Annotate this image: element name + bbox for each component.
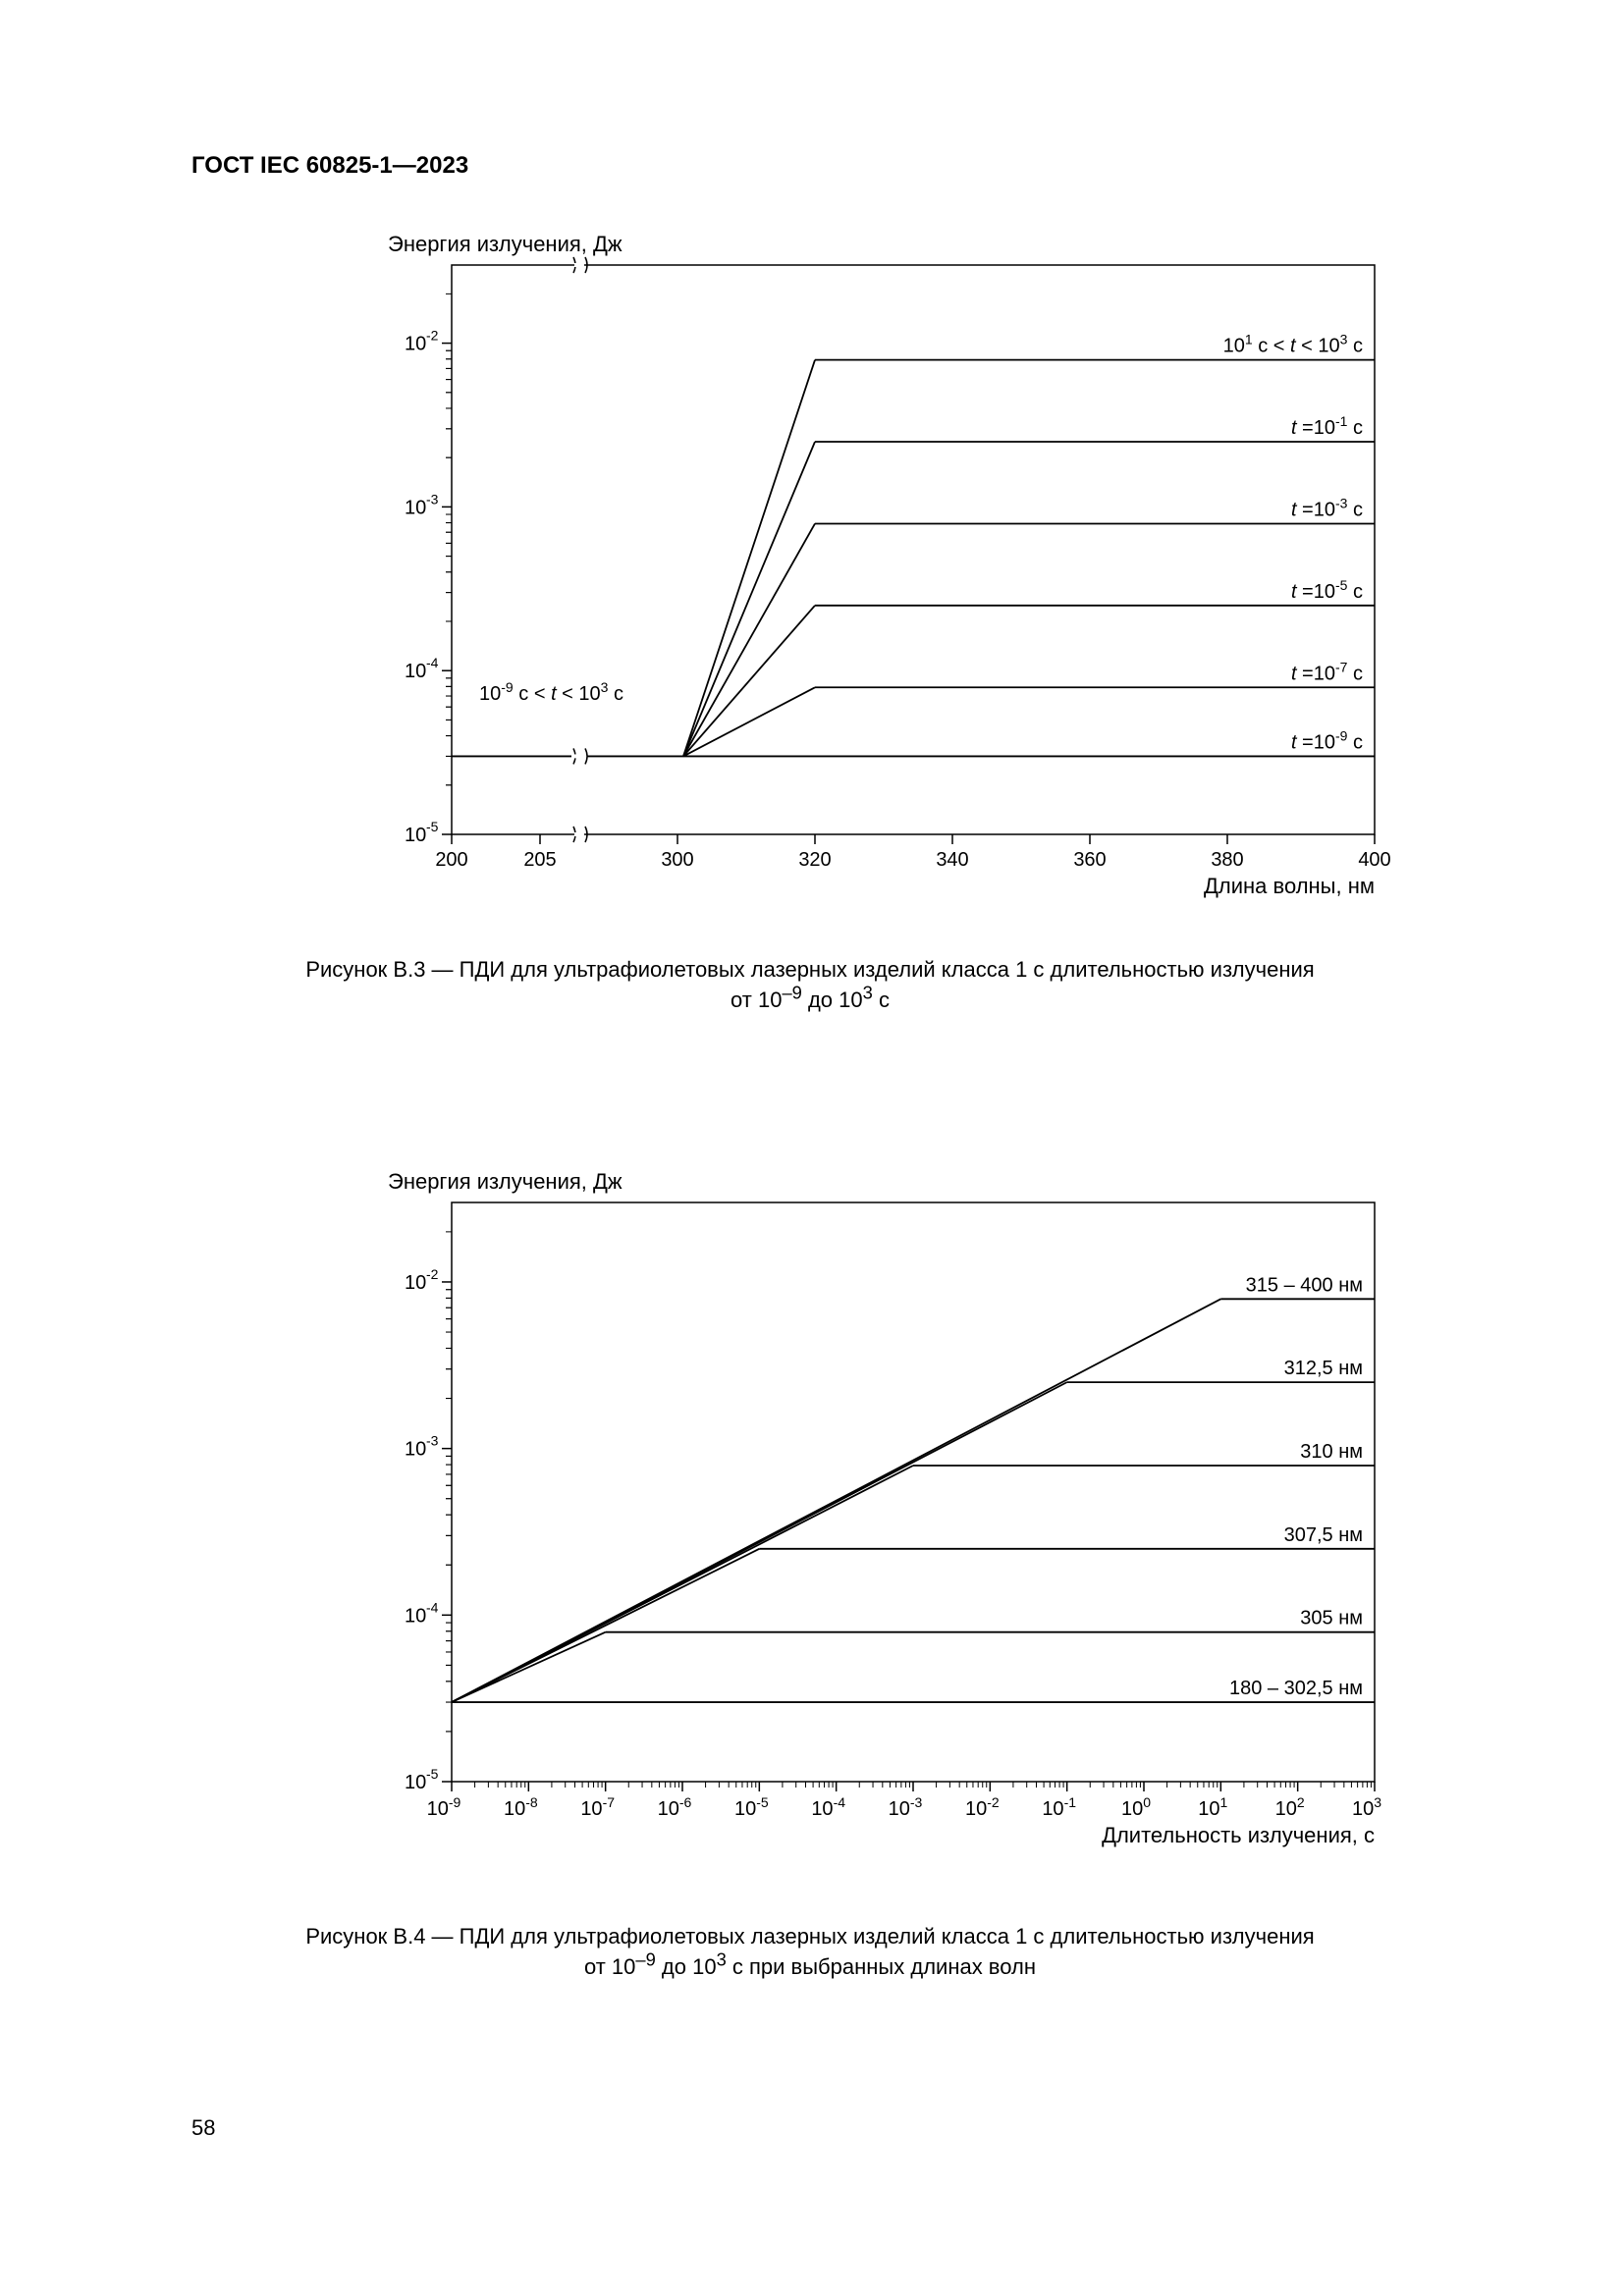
svg-text:Длина волны, нм: Длина волны, нм (1204, 874, 1375, 898)
document-page: ГОСТ IEC 60825-1—2023 Энергия излучения,… (0, 0, 1624, 2296)
svg-text:100: 100 (1121, 1794, 1151, 1820)
svg-text:10-4: 10-4 (811, 1794, 845, 1820)
svg-text:305 нм: 305 нм (1300, 1608, 1363, 1629)
svg-text:-5: -5 (426, 819, 439, 834)
svg-text:-3: -3 (426, 1433, 439, 1449)
caption-text: Рисунок В.4 — ПДИ для ультрафиолетовых л… (305, 1924, 1314, 1949)
svg-text:340: 340 (936, 849, 968, 871)
svg-text:10: 10 (405, 497, 426, 518)
svg-text:10: 10 (405, 1605, 426, 1627)
svg-text:101 c < t < 103 c: 101 c < t < 103 c (1223, 332, 1363, 357)
svg-text:Длительность излучения, с: Длительность излучения, с (1102, 1823, 1375, 1847)
svg-text:200: 200 (435, 849, 467, 871)
svg-text:-3: -3 (426, 491, 439, 507)
chart-b4: Энергия излучения, Дж10-210-310-410-510-… (383, 1168, 1424, 1880)
page-number: 58 (191, 2115, 215, 2141)
svg-text:10-2: 10-2 (965, 1794, 1000, 1820)
caption-b3: Рисунок В.3 — ПДИ для ультрафиолетовых л… (191, 957, 1429, 1013)
svg-text:-4: -4 (426, 1599, 439, 1615)
svg-text:102: 102 (1275, 1794, 1305, 1820)
svg-text:312,5 нм: 312,5 нм (1284, 1358, 1363, 1379)
doc-header: ГОСТ IEC 60825-1—2023 (191, 152, 468, 180)
chart-b3: Энергия излучения, Дж10-210-310-410-5200… (383, 231, 1424, 923)
svg-text:103: 103 (1352, 1794, 1381, 1820)
svg-text:-2: -2 (426, 1266, 439, 1282)
svg-text:10: 10 (405, 334, 426, 355)
svg-text:-4: -4 (426, 655, 439, 670)
svg-text:10-9: 10-9 (427, 1794, 461, 1820)
svg-text:t =10-9 c: t =10-9 c (1291, 727, 1363, 753)
svg-text:360: 360 (1073, 849, 1106, 871)
svg-text:t =10-1 c: t =10-1 c (1291, 413, 1363, 439)
svg-text:101: 101 (1198, 1794, 1227, 1820)
svg-text:380: 380 (1211, 849, 1243, 871)
svg-text:10: 10 (405, 1772, 426, 1793)
caption-b4: Рисунок В.4 — ПДИ для ультрафиолетовых л… (191, 1924, 1429, 1980)
svg-text:10-6: 10-6 (658, 1794, 692, 1820)
svg-text:-2: -2 (426, 328, 439, 344)
svg-text:180 – 302,5 нм: 180 – 302,5 нм (1229, 1678, 1363, 1699)
svg-text:10-5: 10-5 (734, 1794, 769, 1820)
svg-text:t =10-3 c: t =10-3 c (1291, 495, 1363, 520)
svg-text:310 нм: 310 нм (1300, 1441, 1363, 1463)
svg-text:Энергия излучения, Дж: Энергия излучения, Дж (388, 232, 623, 256)
svg-text:307,5 нм: 307,5 нм (1284, 1524, 1363, 1546)
caption-text: Рисунок В.3 — ПДИ для ультрафиолетовых л… (305, 957, 1314, 982)
svg-text:10-8: 10-8 (504, 1794, 538, 1820)
svg-text:10-7: 10-7 (580, 1794, 615, 1820)
svg-text:205: 205 (523, 849, 556, 871)
svg-text:300: 300 (661, 849, 693, 871)
svg-text:Энергия излучения, Дж: Энергия излучения, Дж (388, 1169, 623, 1194)
svg-text:10: 10 (405, 1439, 426, 1461)
svg-text:10: 10 (405, 661, 426, 682)
svg-text:10-1: 10-1 (1042, 1794, 1076, 1820)
svg-text:10-3: 10-3 (889, 1794, 923, 1820)
svg-text:10: 10 (405, 825, 426, 846)
svg-text:10-9 c < t < 103 c: 10-9 c < t < 103 c (479, 679, 623, 705)
svg-text:t =10-5 c: t =10-5 c (1291, 577, 1363, 603)
svg-text:10: 10 (405, 1272, 426, 1294)
svg-text:315 – 400 нм: 315 – 400 нм (1246, 1274, 1363, 1296)
svg-text:t =10-7 c: t =10-7 c (1291, 659, 1363, 684)
svg-text:400: 400 (1358, 849, 1390, 871)
svg-text:-5: -5 (426, 1766, 439, 1782)
svg-text:320: 320 (798, 849, 831, 871)
